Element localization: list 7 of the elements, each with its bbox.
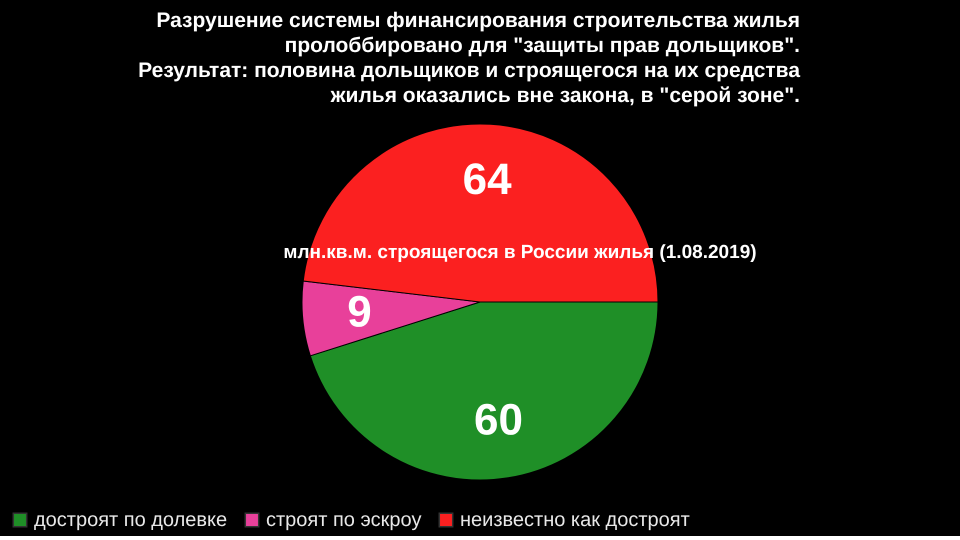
legend-label: строят по эскроу — [266, 509, 422, 531]
legend-label: достроят по долевке — [34, 509, 228, 531]
data-label: 9 — [347, 287, 372, 336]
data-label: 64 — [462, 155, 512, 204]
legend-label: неизвестно как достроят — [460, 509, 690, 531]
chart-title: Разрушение системы финансирования строительства жилья пролоббировано для "защиты прав дольщиков". Результат: половина дольщиков и строящегося на их средства жилья оказались вне закона, в "серой зоне". — [138, 9, 800, 107]
data-label: 60 — [474, 396, 523, 445]
